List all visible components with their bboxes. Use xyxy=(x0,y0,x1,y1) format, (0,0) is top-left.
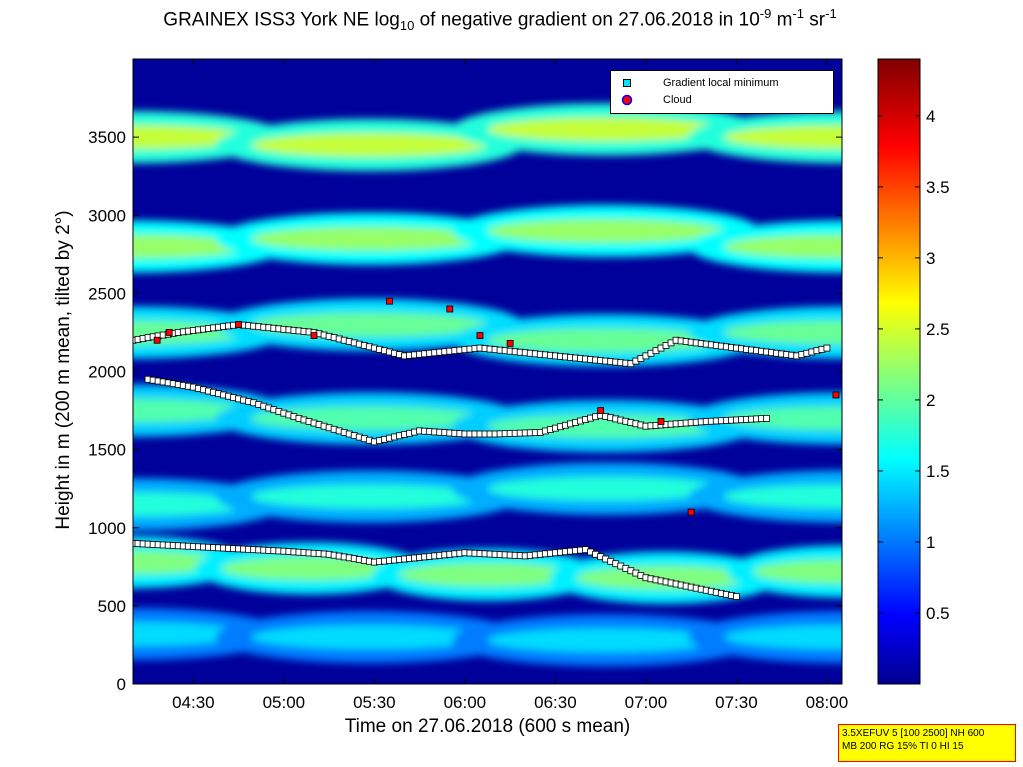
info-line-2: MB 200 RG 15% TI 0 HI 15 xyxy=(842,741,964,752)
colorbar-tick-label: 1 xyxy=(926,533,935,552)
minimum-marker xyxy=(823,344,831,352)
chart-title: GRAINEX ISS3 York NE log10 of negative g… xyxy=(163,6,837,34)
heatmap-layer-core xyxy=(221,556,399,581)
minimum-marker xyxy=(733,593,740,600)
y-tick-label: 1000 xyxy=(88,519,126,538)
cloud-marker xyxy=(832,391,840,399)
plot-area xyxy=(133,59,842,684)
legend-label-cloud: Cloud xyxy=(663,94,692,106)
heatmap-layer-core xyxy=(398,562,577,587)
info-line-1: 3.5XEFUV 5 [100 2500] NH 600 xyxy=(842,728,985,739)
settings-info-box: 3.5XEFUV 5 [100 2500] NH 600 MB 200 RG 1… xyxy=(838,724,1016,762)
x-tick-label: 05:30 xyxy=(353,693,396,712)
cloud-marker xyxy=(597,407,605,414)
cloud-marker xyxy=(657,418,665,425)
colorbar-ticks: 0.5 1 1.5 2 2.5 3 3.5 4 xyxy=(878,107,950,623)
x-tick-label: 08:00 xyxy=(806,693,849,712)
heatmap-layers xyxy=(133,103,842,667)
heatmap-layer-core xyxy=(251,484,488,509)
colorbar-tick-label: 3 xyxy=(926,249,935,268)
y-tick-label: 0 xyxy=(117,675,126,694)
minimum-marker xyxy=(763,414,770,422)
x-tick-label: 06:30 xyxy=(534,693,577,712)
y-axis-label: Height in m (200 m mean, tilted by 2°) xyxy=(53,210,74,530)
x-tick-label: 07:00 xyxy=(625,693,668,712)
heatmap-layer-core xyxy=(251,226,488,251)
cloud-marker xyxy=(446,305,454,313)
heatmap-layer-core xyxy=(487,628,724,653)
y-tick-label: 500 xyxy=(98,597,126,616)
x-tick-label: 05:00 xyxy=(263,693,306,712)
square-marker-icon xyxy=(623,79,631,87)
x-axis-label: Time on 27.06.2018 (600 s mean) xyxy=(344,716,631,737)
circle-marker-icon xyxy=(621,94,633,106)
cloud-marker xyxy=(386,297,393,305)
legend-item-minimum: Gradient local minimum xyxy=(621,75,779,91)
colorbar-tick-label: 2.5 xyxy=(926,320,950,339)
x-axis: 04:30 05:00 05:30 06:00 06:30 07:00 07:30 08:00 xyxy=(172,59,848,712)
heatmap-layer-core xyxy=(723,406,842,431)
x-tick-label: 07:30 xyxy=(715,693,758,712)
heatmap-layer-core xyxy=(576,565,754,590)
y-tick-label: 2000 xyxy=(88,363,126,382)
y-tick-label: 3500 xyxy=(88,128,126,147)
cloud-marker xyxy=(153,336,161,344)
heatmap-layer-core xyxy=(251,625,488,650)
legend: Gradient local minimum Cloud xyxy=(610,70,834,114)
colorbar-tick-label: 2 xyxy=(926,391,935,410)
legend-label-minimum: Gradient local minimum xyxy=(663,77,779,89)
x-tick-label: 04:30 xyxy=(172,693,215,712)
y-tick-label: 1500 xyxy=(88,441,126,460)
cloud-marker xyxy=(235,321,242,329)
cloud-marker xyxy=(165,329,173,336)
heatmap-layer-core xyxy=(753,559,842,584)
minima-markers xyxy=(133,321,831,600)
x-tick-label: 06:00 xyxy=(444,693,487,712)
colorbar-tick-label: 1.5 xyxy=(926,462,950,481)
y-tick-label: 2500 xyxy=(88,284,126,303)
cloud-markers xyxy=(153,297,840,516)
cloud-marker xyxy=(687,508,695,516)
heatmap-layer-core xyxy=(723,234,842,259)
y-axis: 0 500 1000 1500 2000 2500 3000 3500 xyxy=(88,128,842,694)
cloud-marker xyxy=(506,339,514,347)
heatmap-layer-core xyxy=(487,218,724,243)
heatmap-layer-core xyxy=(723,125,842,150)
colorbar-tick-label: 4 xyxy=(926,107,935,126)
cloud-marker xyxy=(476,332,484,339)
heatmap-layer-core xyxy=(251,132,488,157)
colorbar-tick-label: 0.5 xyxy=(926,604,950,623)
heatmap-layer-core xyxy=(723,625,842,650)
heatmap-layer-core xyxy=(723,484,842,509)
cloud-marker xyxy=(310,332,318,339)
colorbar-tick-label: 3.5 xyxy=(926,178,950,197)
legend-item-cloud: Cloud xyxy=(621,92,692,108)
heatmap-layer-core xyxy=(487,476,724,501)
heatmap-layer-core xyxy=(487,117,724,142)
heatmap-layer-core xyxy=(723,320,842,345)
y-tick-label: 3000 xyxy=(88,206,126,225)
colorbar xyxy=(877,58,921,685)
